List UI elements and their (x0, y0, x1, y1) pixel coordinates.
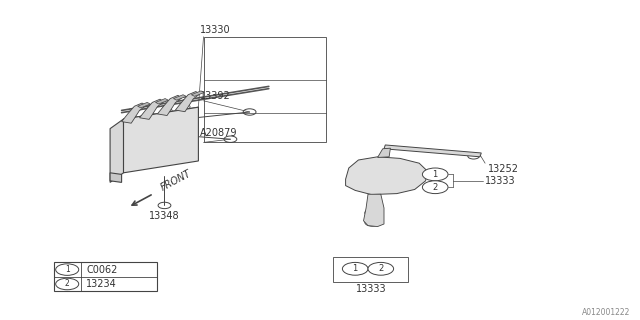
Polygon shape (138, 102, 150, 108)
Circle shape (422, 181, 448, 194)
Polygon shape (191, 91, 204, 96)
Circle shape (342, 262, 368, 275)
Circle shape (56, 278, 79, 290)
Polygon shape (157, 95, 182, 116)
Text: 13333: 13333 (356, 284, 387, 294)
Bar (333, 257, 408, 282)
Text: 13348: 13348 (149, 211, 180, 221)
Text: 13392: 13392 (200, 92, 231, 101)
Text: 13252: 13252 (488, 164, 518, 174)
Text: A20879: A20879 (200, 128, 238, 138)
Polygon shape (110, 173, 122, 182)
Circle shape (368, 262, 394, 275)
Polygon shape (110, 119, 124, 182)
Text: 13330: 13330 (200, 25, 231, 35)
Circle shape (422, 168, 448, 181)
Text: 2: 2 (378, 264, 383, 273)
Text: A012001222: A012001222 (582, 308, 630, 317)
Polygon shape (175, 92, 200, 112)
Polygon shape (346, 157, 428, 195)
Text: 1: 1 (65, 265, 70, 274)
Text: 1: 1 (433, 170, 438, 179)
Polygon shape (124, 107, 198, 127)
Text: 2: 2 (433, 183, 438, 192)
Text: 2: 2 (65, 279, 70, 289)
Polygon shape (364, 194, 384, 227)
Polygon shape (140, 99, 164, 119)
Bar (204, 37, 326, 142)
Polygon shape (384, 145, 481, 157)
Polygon shape (156, 99, 168, 104)
Polygon shape (122, 103, 146, 123)
Bar (54, 262, 157, 291)
Text: C0062: C0062 (86, 265, 118, 275)
Polygon shape (378, 148, 390, 157)
Circle shape (56, 264, 79, 275)
Text: 13234: 13234 (86, 279, 117, 289)
Polygon shape (124, 107, 198, 173)
Text: 1: 1 (353, 264, 358, 273)
Text: FRONT: FRONT (159, 168, 193, 193)
Text: 13333: 13333 (485, 176, 516, 186)
Polygon shape (173, 95, 186, 100)
